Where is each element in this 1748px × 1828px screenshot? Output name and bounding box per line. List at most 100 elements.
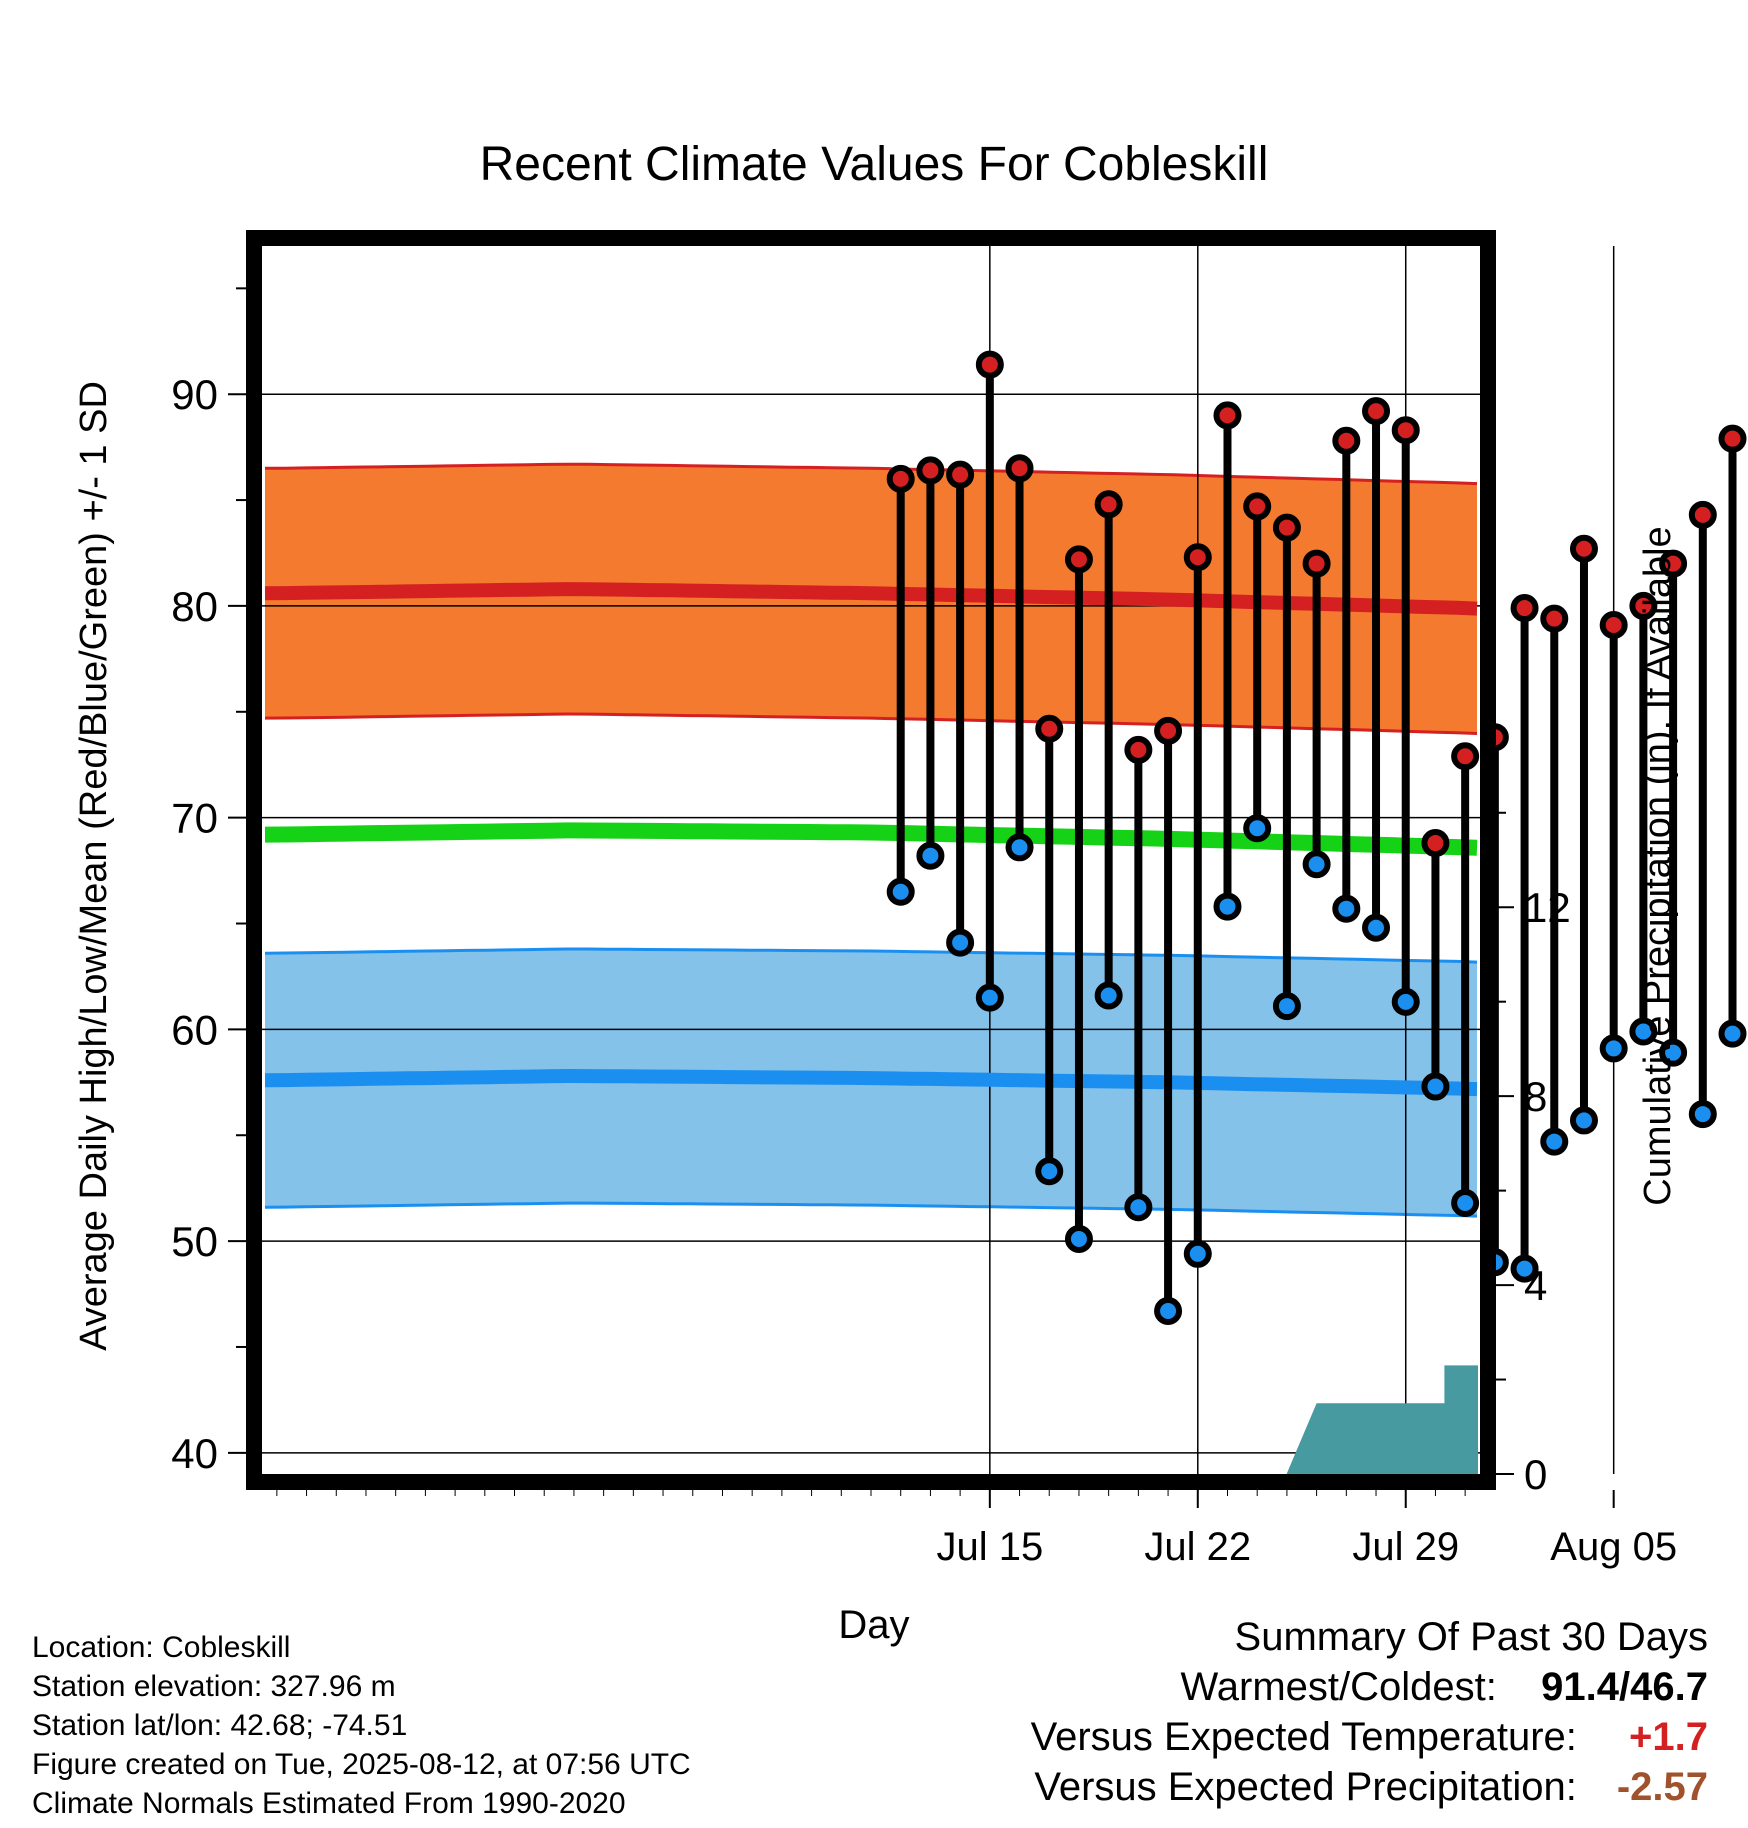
low-temp-marker: [1064, 1224, 1093, 1253]
low-temp-marker: [1688, 1100, 1717, 1129]
temp-row: Versus Expected Temperature: +1.7: [1031, 1712, 1708, 1762]
low-temp-marker: [1421, 1072, 1450, 1101]
low-temp-marker: [886, 877, 915, 906]
plot-frame: [246, 230, 1496, 1490]
y-axis-label: Average Daily High/Low/Mean (Red/Blue/Gr…: [73, 381, 115, 1351]
low-temp-marker: [1540, 1127, 1569, 1156]
y-tick-label: 60: [171, 1006, 218, 1053]
low-temp-marker: [1094, 981, 1123, 1010]
chart-title: Recent Climate Values For Cobleskill: [480, 138, 1269, 191]
x-axis-label: Day: [838, 1603, 909, 1647]
high-temp-marker: [1005, 454, 1034, 483]
low-temp-marker: [1659, 1038, 1688, 1067]
created-text: Figure created on Tue, 2025-08-12, at 07…: [32, 1748, 691, 1781]
low-temp-marker: [1510, 1254, 1539, 1283]
high-temp-marker: [886, 464, 915, 493]
high-temp-marker: [1688, 500, 1717, 529]
plot-area: 1 SD:±5.9oFAvg:79.3oF1 SD:±6oFAvg:56.7oF…: [171, 230, 1747, 1569]
warm-cold-value: 91.4/46.7: [1541, 1665, 1708, 1709]
high-temp-marker: [946, 460, 975, 489]
precip-row: Versus Expected Precipitation: -2.57: [1031, 1762, 1708, 1812]
high-temp-marker: [1599, 610, 1628, 639]
high-temp-marker: [1629, 591, 1658, 620]
temp-value: +1.7: [1629, 1715, 1708, 1759]
high-temp-marker: [1510, 594, 1539, 623]
high-temp-marker: [1035, 714, 1064, 743]
low-temp-marker: [1569, 1106, 1598, 1135]
x-tick-label: Jul 29: [1352, 1525, 1459, 1569]
low-temp-marker: [946, 928, 975, 957]
high-temp-marker: [1718, 424, 1747, 453]
high-temp-marker: [1183, 543, 1212, 572]
high-temp-marker: [1540, 604, 1569, 633]
y2-tick-label: 8: [1524, 1073, 1547, 1120]
y2-tick-label: 4: [1524, 1262, 1547, 1309]
normal-low-line: [264, 1068, 1478, 1097]
high-temp-marker: [1302, 549, 1331, 578]
high-temp-marker: [916, 456, 945, 485]
high-sd-band-lower-edge: [264, 712, 1478, 735]
y-tick-label: 90: [171, 371, 218, 418]
precip-value: -2.57: [1616, 1765, 1708, 1809]
high-temp-marker: [1272, 513, 1301, 542]
low-temp-marker: [1272, 992, 1301, 1021]
temp-label: Versus Expected Temperature:: [1030, 1715, 1577, 1759]
low-temp-marker: [1124, 1193, 1153, 1222]
high-temp-marker: [1124, 735, 1153, 764]
latlon-text: Station lat/lon: 42.68; -74.51: [32, 1709, 408, 1742]
high-temp-marker: [1362, 397, 1391, 426]
summary-title: Summary Of Past 30 Days: [1234, 1615, 1708, 1659]
low-sd-band-upper-edge: [264, 947, 1478, 964]
warm-cold-row: Warmest/Coldest: 91.4/46.7: [1031, 1662, 1709, 1712]
x-tick-label: Jul 15: [936, 1525, 1043, 1569]
low-temp-marker: [1629, 1017, 1658, 1046]
low-temp-marker: [1391, 987, 1420, 1016]
low-temp-marker: [1451, 1188, 1480, 1217]
high-temp-marker: [1421, 829, 1450, 858]
x-tick-label: Aug 05: [1550, 1525, 1677, 1569]
precip-label: Versus Expected Precipitation:: [1034, 1765, 1577, 1809]
y2-tick-label: 0: [1524, 1451, 1547, 1498]
high-temp-marker: [1094, 490, 1123, 519]
y-tick-label: 50: [171, 1218, 218, 1265]
low-temp-marker: [1183, 1239, 1212, 1268]
low-temp-marker: [1035, 1157, 1064, 1186]
low-sd-band-lower-edge: [264, 1201, 1478, 1218]
high-temp-marker: [1243, 492, 1272, 521]
high-temp-marker: [1064, 545, 1093, 574]
low-temp-marker: [1302, 850, 1331, 879]
y2-axis-label: Cumulative Precipitation (in), If Availa…: [1637, 526, 1679, 1205]
normal-high-line: [264, 582, 1478, 616]
normal-mean-line: [264, 822, 1478, 856]
high-temp-marker: [1659, 549, 1688, 578]
cumulative-precip-area: [1286, 1365, 1480, 1474]
summary-panel: Summary Of Past 30 Days Warmest/Coldest:…: [1031, 1612, 1708, 1812]
high-temp-marker: [1391, 416, 1420, 445]
y-tick-label: 80: [171, 583, 218, 630]
low-temp-marker: [1005, 833, 1034, 862]
high-sd-band-upper-edge: [264, 462, 1478, 486]
normals-text: Climate Normals Estimated From 1990-2020: [32, 1787, 626, 1820]
high-temp-marker: [1213, 401, 1242, 430]
low-temp-marker: [1154, 1296, 1183, 1325]
high-temp-marker: [1154, 716, 1183, 745]
high-temp-marker: [1569, 534, 1598, 563]
y-tick-label: 70: [171, 795, 218, 842]
low-temp-marker: [916, 841, 945, 870]
low-temp-marker: [1599, 1034, 1628, 1063]
warm-cold-label: Warmest/Coldest:: [1180, 1665, 1497, 1709]
high-temp-marker: [975, 350, 1004, 379]
station-metadata: Location: Cobleskill Station elevation: …: [32, 1628, 691, 1823]
low-temp-marker: [1213, 892, 1242, 921]
y-tick-label: 40: [171, 1430, 218, 1477]
low-temp-marker: [1243, 814, 1272, 843]
high-temp-marker: [1332, 426, 1361, 455]
high-temp-marker: [1451, 742, 1480, 771]
x-tick-label: Jul 22: [1144, 1525, 1251, 1569]
low-temp-marker: [1362, 913, 1391, 942]
low-temp-marker: [975, 983, 1004, 1012]
elevation-text: Station elevation: 327.96 m: [32, 1670, 396, 1703]
low-temp-marker: [1718, 1019, 1747, 1048]
location-text: Location: Cobleskill: [32, 1631, 291, 1664]
